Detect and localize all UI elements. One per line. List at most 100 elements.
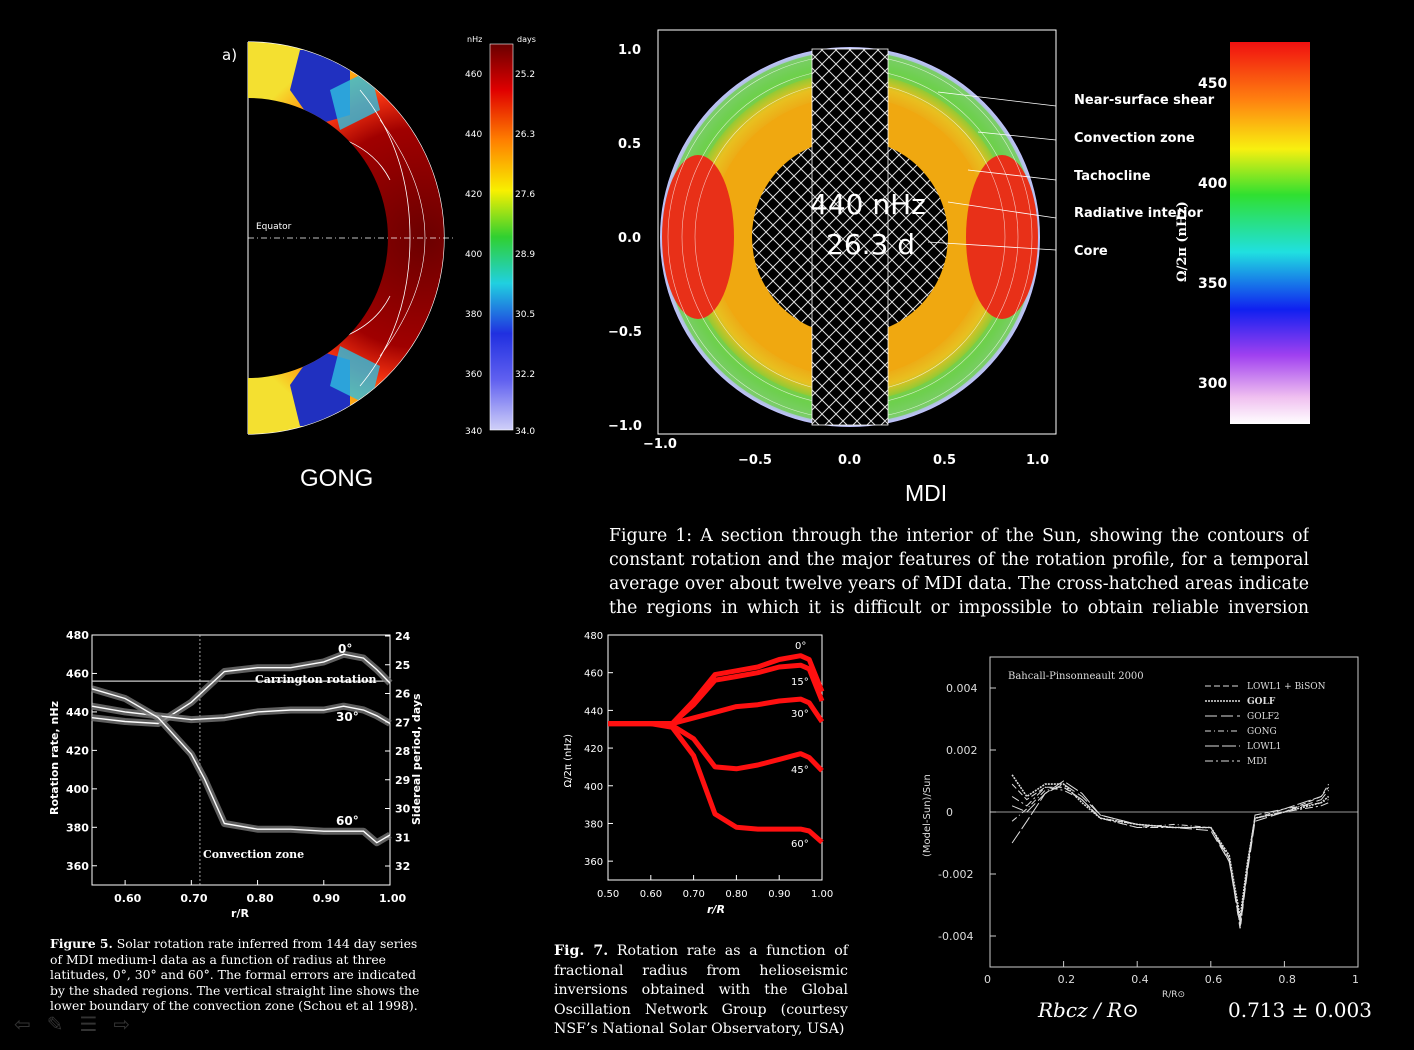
fig7-plot-frame <box>607 634 823 881</box>
fig5-x-tick-label: 0.60 <box>114 892 141 905</box>
fig7-y-tick-label: 360 <box>584 857 603 868</box>
fig5-series-label: 30° <box>336 710 359 724</box>
fig5-x-tick-label: 0.80 <box>247 892 274 905</box>
fig-bp-chart: 0 0.2 0.4 0.6 0.8 1 -0.004 -0.002 0 0.002 0.004 (Mo… <box>910 645 1380 1035</box>
bp-x-tick-label: 0.8 <box>1278 973 1296 986</box>
gong-nhz-tick: 360 <box>465 370 482 380</box>
fig5-convection-label: Convection zone <box>203 848 304 861</box>
fig7-series-label: 0° <box>795 641 806 652</box>
fig5-right-tick-label: 29 <box>395 774 410 787</box>
gong-day-tick: 26.3 <box>515 130 535 140</box>
mdi-colorbar-tick: 300 <box>1198 376 1227 392</box>
gong-day-tick: 25.2 <box>515 70 535 80</box>
fig5-x-tick-label: 1.00 <box>379 892 406 905</box>
fig5-chart: 0.60 0.70 0.80 0.90 1.00 360 380 400 420 440 460 48… <box>40 625 460 925</box>
bp-series-line <box>1011 786 1329 924</box>
gong-nhz-tick: 400 <box>465 250 482 260</box>
fig7-y-tick-label: 460 <box>584 669 603 680</box>
bp-series-line <box>1011 786 1329 930</box>
gong-day-tick: 27.6 <box>515 190 535 200</box>
fig5-carrington-label: Carrington rotation <box>255 673 377 686</box>
forward-arrow-icon[interactable]: ⇨ <box>113 1012 131 1036</box>
fig5-right-tick-label: 30 <box>395 803 411 816</box>
gong-day-tick: 34.0 <box>515 427 535 437</box>
fig5-y-tick-label: 420 <box>66 744 89 757</box>
gong-day-tick: 32.2 <box>515 370 535 380</box>
mdi-colorbar-tick: 350 <box>1198 276 1227 292</box>
gong-panel-letter: a) <box>222 46 237 64</box>
fig5-right-tick-label: 24 <box>395 630 411 643</box>
mdi-y-tick: 0.5 <box>618 137 641 152</box>
fig5-x-tick-label: 0.90 <box>313 892 340 905</box>
bp-x-tick-label: 0 <box>984 973 991 986</box>
gong-colorbar-unit-right: days <box>517 35 536 44</box>
fig5-caption-text: Solar rotation rate inferred from 144 da… <box>50 936 420 1013</box>
bp-x-tick-label: 0.6 <box>1205 973 1223 986</box>
back-arrow-icon[interactable]: ⇦ <box>14 1012 31 1036</box>
mdi-x-tick: 0.5 <box>933 453 956 468</box>
gong-nhz-tick: 340 <box>465 427 482 437</box>
slide-navigation: ⇦ ✎ ☰ ⇨ <box>14 1012 130 1036</box>
fig7-y-tick-label: 400 <box>584 782 603 793</box>
bp-legend-label: GOLF <box>1247 697 1276 707</box>
fig5-right-tick-label: 25 <box>395 659 410 672</box>
fig5-caption: Figure 5. Solar rotation rate inferred f… <box>50 936 420 1014</box>
fig5-y-axis-label: Rotation rate, nHz <box>48 701 61 815</box>
annotation-core: Core <box>1074 244 1108 259</box>
fig7-series-line <box>608 721 824 773</box>
menu-icon[interactable]: ☰ <box>79 1012 98 1036</box>
bp-legend-label: GONG <box>1247 727 1277 737</box>
bp-legend-label: LOWL1 + BiSON <box>1247 682 1326 692</box>
fig7-x-axis-label: r/R <box>707 903 725 916</box>
mdi-caption: Figure 1: A section through the interior… <box>609 526 1309 618</box>
mdi-y-tick: 0.0 <box>618 231 641 246</box>
gong-nhz-tick: 420 <box>465 190 482 200</box>
fig7-y-tick-label: 440 <box>584 706 603 717</box>
fig7-x-tick-label: 1.00 <box>811 889 833 900</box>
mdi-colorbar <box>1230 42 1310 424</box>
fig5-right-tick-label: 27 <box>395 716 410 729</box>
mdi-colorbar-label: Ω/2π (nHz) <box>1175 201 1190 282</box>
fig5-right-tick-label: 32 <box>395 860 410 873</box>
bp-title: Bahcall-Pinsonneault 2000 <box>1008 671 1144 682</box>
bp-x-axis-label: R/R⊙ <box>1162 990 1185 1000</box>
gong-day-tick: 28.9 <box>515 250 535 260</box>
fig5-plot-frame <box>91 634 391 886</box>
fig5-series-label: 0° <box>338 642 352 656</box>
equator-label: Equator <box>256 222 292 232</box>
fig7-series-label: 30° <box>791 709 809 720</box>
bp-legend-label: MDI <box>1247 757 1267 767</box>
gong-nhz-tick: 380 <box>465 310 482 320</box>
gong-label: GONG <box>300 465 374 492</box>
bp-y-tick-label: 0 <box>946 806 953 819</box>
bp-x-tick-label: 0.2 <box>1058 973 1076 986</box>
mdi-x-tick: −1.0 <box>643 437 677 452</box>
fig5-y-tick-label: 480 <box>66 629 89 642</box>
bp-series-line <box>1011 783 1329 927</box>
pen-icon[interactable]: ✎ <box>46 1012 64 1036</box>
fig7-series-label: 45° <box>791 765 809 776</box>
bp-x-tick-label: 0.4 <box>1131 973 1149 986</box>
mdi-y-tick: −1.0 <box>608 419 642 434</box>
fig7-caption-bold: Fig. 7. <box>554 943 609 959</box>
annotation-tachocline: Tachocline <box>1074 169 1151 184</box>
fig7-y-tick-label: 380 <box>584 819 603 830</box>
mdi-panel: −1.0 −0.5 0.0 0.5 1.0 1.0 0.5 0.0 −0.5 −… <box>598 22 1340 498</box>
bp-y-tick-label: 0.002 <box>946 744 978 757</box>
bp-x-tick-label: 1 <box>1352 973 1359 986</box>
fig7-series-line <box>608 721 824 845</box>
fig5-y-tick-label: 380 <box>66 821 89 834</box>
gong-rotation-map: a) Equator <box>222 41 455 435</box>
fig5-right-tick-label: 26 <box>395 688 411 701</box>
fig5-series-line <box>91 653 391 725</box>
fig5-series-line <box>91 688 391 844</box>
fig5-y-tick-label: 360 <box>66 860 89 873</box>
fig7-x-tick-label: 0.50 <box>597 889 619 900</box>
mdi-overlay-period: 26.3 d <box>826 228 915 261</box>
annotation-radiative-interior: Radiative interior <box>1074 206 1203 221</box>
gong-colorbar-ticks: 460 440 420 400 380 360 340 25.2 26.3 27… <box>465 70 535 437</box>
fig7-x-tick-label: 0.80 <box>725 889 747 900</box>
fig7-y-axis-label: Ω/2π (nHz) <box>563 734 574 788</box>
gong-nhz-tick: 460 <box>465 70 482 80</box>
bp-formula-rhs: 0.713 ± 0.003 <box>1228 998 1372 1022</box>
